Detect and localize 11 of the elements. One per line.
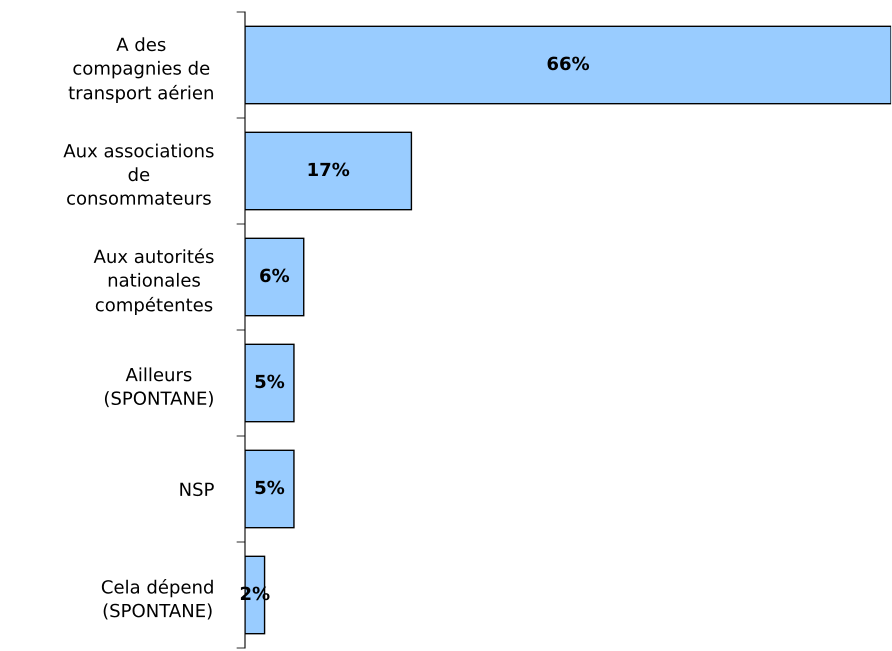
y-tick-label: NSP bbox=[180, 482, 214, 496]
data-label: 66% bbox=[548, 56, 590, 70]
data-label: 6% bbox=[260, 268, 290, 282]
y-tick-label: A des compagnies de transport aérien bbox=[68, 37, 213, 104]
y-tick-label: Cela dépend (SPONTANE) bbox=[102, 579, 213, 620]
y-tick-label: Aux autorités nationales compétentes bbox=[94, 248, 214, 316]
data-label: 5% bbox=[256, 374, 284, 388]
data-label: 5% bbox=[256, 480, 284, 494]
y-tick-label: Ailleurs (SPONTANE) bbox=[104, 367, 213, 408]
y-tick-label: Aux associations de consommateurs bbox=[63, 144, 214, 205]
data-label: 17% bbox=[308, 162, 350, 176]
